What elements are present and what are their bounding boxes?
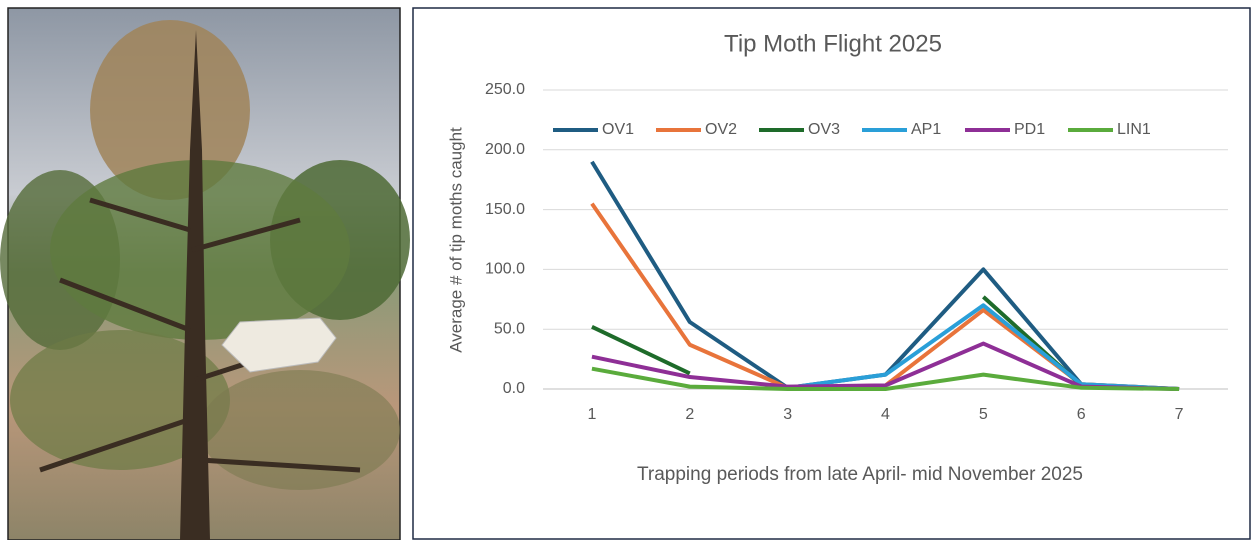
y-tick-label: 100.0 (485, 261, 525, 278)
y-axis-label: Average # of tip moths caught (446, 127, 465, 353)
chart-frame (413, 8, 1250, 539)
y-tick-label: 200.0 (485, 141, 525, 158)
legend-label: LIN1 (1117, 121, 1151, 138)
y-tick-label: 150.0 (485, 201, 525, 218)
x-tick-label: 6 (1077, 406, 1086, 423)
y-tick-label: 50.0 (494, 320, 525, 337)
legend-label: AP1 (911, 121, 941, 138)
legend-label: OV3 (808, 121, 840, 138)
x-tick-label: 5 (979, 406, 988, 423)
y-tick-label: 250.0 (485, 81, 525, 98)
legend-label: PD1 (1014, 121, 1045, 138)
legend-label: OV2 (705, 121, 737, 138)
chart-title: Tip Moth Flight 2025 (724, 30, 942, 57)
x-axis-label: Trapping periods from late April- mid No… (637, 464, 1083, 485)
legend-label: OV1 (602, 121, 634, 138)
x-tick-label: 2 (685, 406, 694, 423)
x-tick-label: 3 (783, 406, 792, 423)
x-tick-label: 7 (1175, 406, 1184, 423)
photo (0, 8, 410, 540)
y-tick-label: 0.0 (503, 380, 525, 397)
x-tick-label: 1 (587, 406, 596, 423)
page: Tip Moth Flight 2025 Average # of tip mo… (0, 0, 1251, 540)
x-tick-label: 4 (881, 406, 890, 423)
